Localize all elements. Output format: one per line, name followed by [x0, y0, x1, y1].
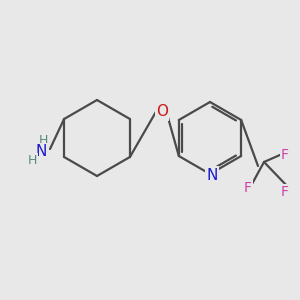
Text: F: F [281, 185, 289, 199]
Text: F: F [281, 148, 289, 162]
Text: N: N [35, 145, 47, 160]
Text: F: F [244, 181, 252, 195]
Text: H: H [27, 154, 37, 166]
Text: N: N [206, 167, 218, 182]
Text: O: O [156, 104, 168, 119]
Text: H: H [38, 134, 48, 148]
